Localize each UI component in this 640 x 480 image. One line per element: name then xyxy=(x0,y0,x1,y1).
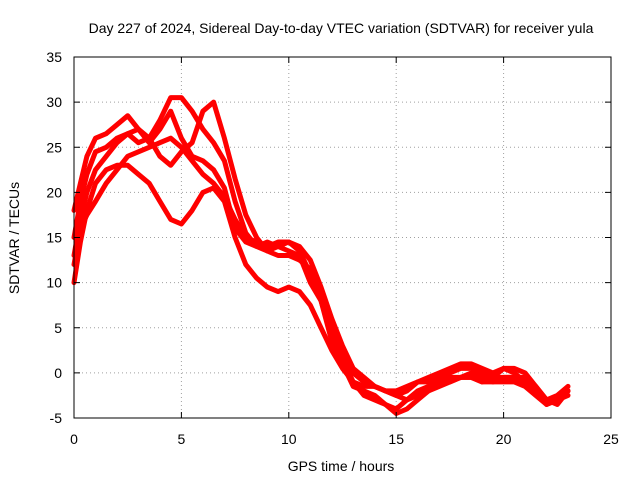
axis-ticks: 0 5 10 15 20 25 -5 0 5 10 15 20 25 30 35 xyxy=(46,49,619,447)
y-tick-label: 20 xyxy=(46,184,62,200)
x-tick-label: 5 xyxy=(178,431,186,447)
y-tick-label: 35 xyxy=(46,49,62,65)
y-tick-label: 0 xyxy=(54,365,62,381)
x-tick-label: 20 xyxy=(496,431,512,447)
y-tick-label: 25 xyxy=(46,139,62,155)
y-tick-label: 5 xyxy=(54,320,62,336)
series-line-1 xyxy=(71,108,571,412)
grid-lines xyxy=(74,57,611,418)
x-tick-label: 25 xyxy=(603,431,619,447)
y-tick-label: 30 xyxy=(46,94,62,110)
x-axis-label: GPS time / hours xyxy=(288,458,395,474)
y-tick-label: 10 xyxy=(46,275,62,291)
series-line-5 xyxy=(71,162,571,403)
y-tick-label: 15 xyxy=(46,230,62,246)
series-line-2 xyxy=(71,95,571,416)
chart-title: Day 227 of 2024, Sidereal Day-to-day VTE… xyxy=(89,20,594,36)
series-line-4 xyxy=(71,135,571,407)
data-series xyxy=(71,95,571,416)
y-tick-label: -5 xyxy=(50,410,63,426)
y-axis-label: SDTVAR / TECUs xyxy=(6,182,22,294)
x-tick-label: 10 xyxy=(281,431,297,447)
x-tick-label: 15 xyxy=(388,431,404,447)
x-tick-label: 0 xyxy=(70,431,78,447)
